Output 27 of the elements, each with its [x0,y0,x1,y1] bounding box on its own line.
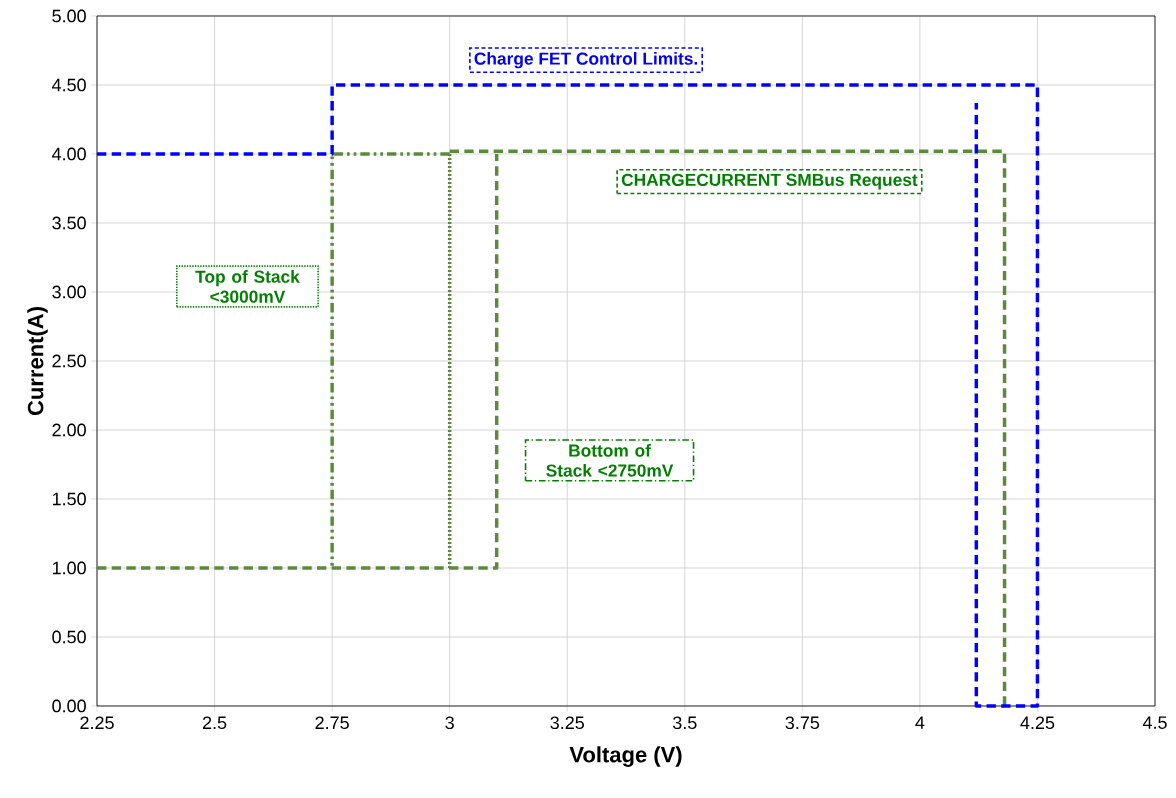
y-tick-label: 5.00 [52,9,86,23]
x-tick-label: 4 [915,716,925,729]
x-tick-label: 3.25 [550,716,584,730]
annotation: Charge FET Control Limits. [474,52,698,69]
y-axis-title: Current(A) [27,307,48,416]
annotation: Bottom of Stack <2750mV [546,443,674,477]
y-tick-label: 1.00 [52,561,86,575]
x-tick-label: 3 [445,716,454,730]
x-tick-label: 2.75 [315,716,349,730]
x-tick-label: 3.5 [672,716,697,730]
x-axis-title: Voltage (V) [569,746,682,767]
x-tick-label: 2.5 [202,716,227,730]
x-tick-label: 4.25 [1020,716,1055,730]
y-tick-label: 0.00 [52,699,86,713]
y-tick-label: 4.00 [51,147,86,161]
y-tick-label: 2.50 [52,354,86,368]
annotation: CHARGECURRENT SMBus Request [621,173,918,190]
y-tick-label: 3.50 [52,216,86,230]
x-tick-label: 3.75 [785,716,820,730]
y-tick-label: 0.50 [52,630,86,644]
x-tick-label: 2.25 [80,716,114,730]
x-tick-label: 4.5 [1142,716,1167,729]
y-tick-label: 2.00 [52,423,86,437]
y-tick-label: 1.50 [52,492,86,506]
y-tick-label: 4.50 [51,78,86,92]
y-tick-label: 3.00 [52,285,86,299]
annotation: Top of Stack <3000mV [195,270,300,303]
